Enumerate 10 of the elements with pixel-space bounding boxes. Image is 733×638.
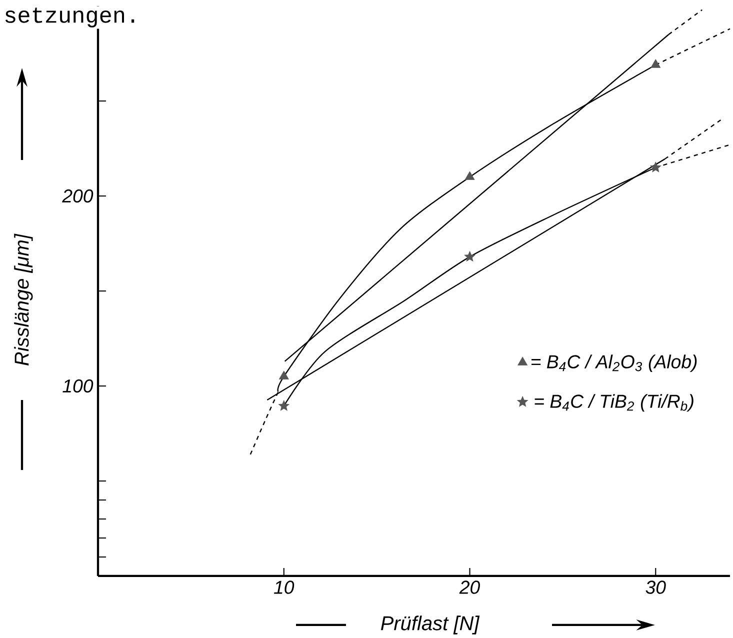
y-tick-label: 200	[62, 189, 94, 203]
x-tick-label: 20	[459, 580, 480, 594]
x-axis-title: Prüflast [N]	[380, 616, 480, 634]
y-axis-title: Risslänge [μm]	[14, 234, 33, 366]
y-tick-label: 100	[62, 379, 94, 393]
legend-label: = B$_{4}$C / Al$_{2}$O$_{3}$ (Alob)	[532, 354, 697, 372]
legend-label: = B$_{4}$C / TiB$_{2}$ (Ti/R$_{b}$)	[534, 394, 694, 412]
annotation: setzungen.	[5, 8, 134, 28]
x-tick-label: 30	[646, 580, 666, 594]
x-tick-label: 10	[274, 580, 294, 594]
